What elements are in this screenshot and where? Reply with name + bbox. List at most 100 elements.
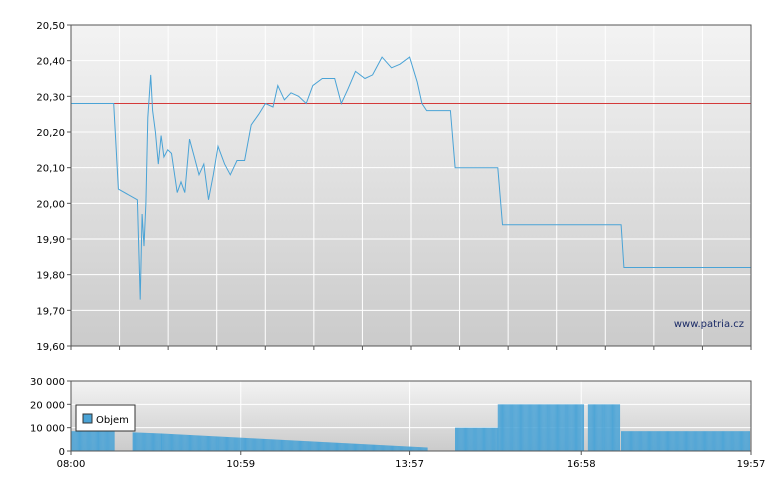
volume-bar bbox=[310, 441, 312, 451]
volume-bar bbox=[283, 439, 285, 451]
volume-bar bbox=[88, 431, 89, 451]
volume-bar bbox=[174, 434, 176, 451]
volume-bar bbox=[191, 435, 193, 451]
volume-bar bbox=[478, 427, 480, 451]
volume-bar bbox=[569, 404, 571, 451]
volume-bar bbox=[518, 404, 520, 451]
volume-bar bbox=[609, 404, 611, 451]
volume-bar bbox=[204, 435, 206, 451]
volume-bar bbox=[370, 444, 372, 451]
volume-bar bbox=[510, 404, 512, 451]
volume-bar bbox=[543, 404, 545, 451]
volume-bar bbox=[420, 447, 421, 451]
volume-bar bbox=[684, 431, 686, 451]
volume-bar bbox=[612, 404, 614, 451]
volume-bar bbox=[333, 442, 335, 451]
volume-bar bbox=[722, 431, 724, 451]
volume-bar bbox=[355, 443, 357, 451]
volume-bar bbox=[644, 431, 646, 451]
volume-bar bbox=[716, 431, 718, 451]
volume-bar bbox=[104, 431, 106, 451]
volume-bar bbox=[489, 427, 491, 451]
volume-bar bbox=[659, 431, 661, 451]
volume-bar bbox=[245, 437, 247, 451]
volume-bar bbox=[219, 436, 221, 451]
volume-bar bbox=[393, 445, 395, 451]
volume-bar bbox=[658, 431, 659, 451]
volume-bar bbox=[377, 444, 379, 451]
volume-bar bbox=[699, 431, 701, 451]
volume-bar bbox=[203, 435, 205, 451]
volume-bar bbox=[536, 404, 538, 451]
volume-bar bbox=[349, 443, 351, 451]
volume-bar bbox=[407, 446, 409, 451]
volume-y-tick-label: 30 000 bbox=[30, 377, 65, 388]
volume-legend: Objem bbox=[75, 404, 136, 432]
volume-bar bbox=[177, 434, 179, 451]
volume-bar bbox=[611, 404, 613, 451]
volume-bar bbox=[560, 404, 562, 451]
volume-bar bbox=[606, 404, 608, 451]
volume-bar bbox=[695, 431, 697, 451]
volume-bar bbox=[234, 437, 236, 451]
volume-bar bbox=[207, 435, 209, 451]
volume-bar bbox=[493, 427, 495, 451]
volume-bar bbox=[276, 439, 278, 451]
volume-bar bbox=[733, 431, 735, 451]
volume-bar bbox=[202, 435, 204, 451]
volume-bar bbox=[175, 434, 177, 451]
volume-bar bbox=[637, 431, 639, 451]
volume-bar bbox=[75, 431, 77, 451]
volume-bar bbox=[491, 427, 493, 451]
volume-bar bbox=[87, 431, 89, 451]
volume-bar bbox=[698, 431, 700, 451]
volume-bar bbox=[184, 434, 186, 451]
volume-bar bbox=[613, 404, 615, 451]
volume-bar bbox=[325, 442, 327, 451]
volume-bar bbox=[525, 404, 527, 451]
volume-bar bbox=[696, 431, 698, 451]
volume-bar bbox=[577, 404, 579, 451]
volume-bar bbox=[172, 434, 174, 451]
volume-bar bbox=[628, 431, 630, 451]
volume-bar bbox=[551, 404, 553, 451]
volume-bar bbox=[189, 435, 191, 451]
price-y-tick-label: 20,40 bbox=[36, 57, 65, 68]
volume-bar bbox=[107, 431, 108, 451]
volume-bar bbox=[186, 434, 188, 451]
volume-bar bbox=[590, 404, 592, 451]
volume-bar bbox=[89, 431, 90, 451]
volume-bar bbox=[401, 446, 402, 451]
volume-bar bbox=[414, 446, 416, 451]
volume-bar bbox=[360, 444, 362, 451]
volume-bar bbox=[348, 443, 350, 451]
volume-bar bbox=[390, 445, 392, 451]
volume-bar bbox=[277, 439, 279, 451]
volume-bar bbox=[132, 432, 134, 451]
volume-bar bbox=[156, 433, 158, 451]
volume-bar bbox=[730, 431, 732, 451]
volume-bar bbox=[506, 404, 508, 451]
volume-bar bbox=[630, 431, 632, 451]
volume-bar bbox=[648, 431, 650, 451]
volume-bar bbox=[350, 443, 352, 451]
volume-bar bbox=[604, 404, 606, 451]
volume-bar bbox=[501, 404, 503, 451]
volume-bar bbox=[595, 404, 597, 451]
volume-bar bbox=[273, 439, 274, 451]
volume-y-tick-label: 20 000 bbox=[30, 400, 65, 411]
volume-bar bbox=[523, 404, 525, 451]
volume-bar bbox=[657, 431, 659, 451]
volume-bar bbox=[235, 437, 236, 451]
volume-bar bbox=[567, 404, 568, 451]
volume-bar bbox=[723, 431, 725, 451]
volume-bar bbox=[682, 431, 684, 451]
volume-bar bbox=[602, 404, 603, 451]
volume-bar bbox=[488, 427, 490, 451]
volume-bar bbox=[318, 441, 320, 451]
volume-bar bbox=[229, 437, 231, 451]
volume-bar bbox=[557, 404, 559, 451]
volume-bar bbox=[529, 404, 530, 451]
volume-bar bbox=[291, 440, 292, 451]
volume-bar bbox=[288, 440, 290, 451]
